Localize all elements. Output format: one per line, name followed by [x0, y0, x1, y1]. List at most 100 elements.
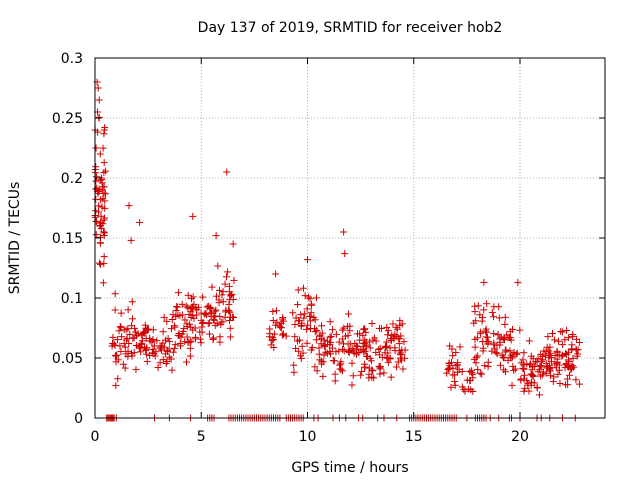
- data-point: [92, 173, 100, 181]
- data-point: [510, 366, 518, 374]
- data-point: [100, 130, 108, 138]
- data-point: [389, 320, 397, 328]
- data-point: [156, 359, 164, 367]
- data-point: [307, 309, 315, 317]
- data-point: [345, 310, 353, 318]
- data-point: [126, 330, 134, 338]
- data-point: [392, 323, 400, 331]
- data-point: [168, 366, 176, 374]
- data-point: [178, 300, 186, 308]
- data-point: [171, 344, 179, 352]
- data-point: [312, 336, 320, 344]
- data-point: [311, 363, 319, 371]
- data-point: [458, 367, 466, 375]
- data-point: [318, 360, 326, 368]
- data-point: [219, 318, 227, 326]
- data-point: [496, 361, 504, 369]
- data-point: [92, 144, 100, 152]
- data-point: [120, 326, 128, 334]
- data-point: [461, 387, 469, 395]
- data-point: [143, 357, 151, 365]
- data-point: [303, 305, 311, 313]
- data-point: [326, 340, 334, 348]
- data-point: [291, 333, 299, 341]
- data-point: [154, 363, 162, 371]
- data-point: [556, 380, 564, 388]
- data-point: [331, 370, 339, 378]
- data-point: [322, 348, 330, 356]
- data-point: [116, 323, 124, 331]
- data-point: [159, 328, 167, 336]
- data-point: [520, 349, 528, 357]
- data-point: [215, 296, 223, 304]
- data-point: [301, 292, 309, 300]
- x-tick-label: 10: [299, 429, 317, 445]
- x-tick-label: 5: [197, 429, 206, 445]
- data-point: [269, 334, 277, 342]
- data-point: [279, 330, 287, 338]
- data-point: [359, 346, 367, 354]
- data-point: [348, 381, 356, 389]
- data-point: [561, 336, 569, 344]
- x-tick-label: 0: [91, 429, 100, 445]
- data-point: [196, 328, 204, 336]
- data-point: [299, 284, 307, 292]
- data-point: [189, 304, 197, 312]
- data-point: [153, 337, 161, 345]
- data-point: [124, 325, 132, 333]
- data-point: [116, 342, 124, 350]
- data-point: [191, 335, 199, 343]
- data-point: [562, 359, 570, 367]
- data-point: [297, 354, 305, 362]
- data-point: [136, 218, 144, 226]
- data-point: [525, 337, 533, 345]
- data-point: [342, 332, 350, 340]
- data-point: [114, 356, 122, 364]
- data-point: [376, 370, 384, 378]
- data-point: [212, 306, 220, 314]
- data-point: [305, 293, 313, 301]
- data-point: [523, 360, 531, 368]
- data-point: [320, 351, 328, 359]
- data-point: [352, 342, 360, 350]
- data-point: [365, 370, 373, 378]
- data-point: [364, 353, 372, 361]
- data-point: [485, 338, 493, 346]
- data-point: [167, 325, 175, 333]
- data-point: [177, 333, 185, 341]
- data-point: [134, 330, 142, 338]
- y-tick-label: 0: [74, 411, 83, 427]
- data-point: [304, 256, 311, 264]
- data-point: [127, 236, 135, 244]
- data-point: [474, 366, 482, 374]
- data-point: [142, 346, 150, 354]
- data-point: [289, 309, 297, 317]
- data-point: [336, 365, 344, 373]
- data-point: [337, 360, 345, 368]
- data-point: [479, 347, 487, 355]
- data-point: [117, 309, 125, 317]
- data-point: [482, 327, 490, 335]
- data-point: [349, 347, 357, 355]
- data-point: [511, 365, 519, 373]
- data-point: [168, 316, 176, 324]
- data-point: [226, 324, 234, 332]
- data-point: [504, 356, 512, 364]
- data-point: [489, 313, 497, 321]
- data-point: [545, 354, 553, 362]
- data-point: [315, 344, 323, 352]
- data-point: [338, 345, 346, 353]
- data-point: [290, 361, 298, 369]
- data-point: [140, 328, 148, 336]
- data-point: [369, 367, 377, 375]
- data-point: [108, 342, 116, 350]
- data-point: [575, 380, 583, 388]
- data-point: [471, 302, 479, 310]
- data-point: [121, 364, 129, 372]
- data-point: [132, 366, 140, 374]
- data-point: [226, 333, 234, 341]
- data-point: [118, 333, 126, 341]
- data-point: [370, 374, 378, 382]
- data-point: [100, 126, 108, 134]
- data-point: [149, 336, 157, 344]
